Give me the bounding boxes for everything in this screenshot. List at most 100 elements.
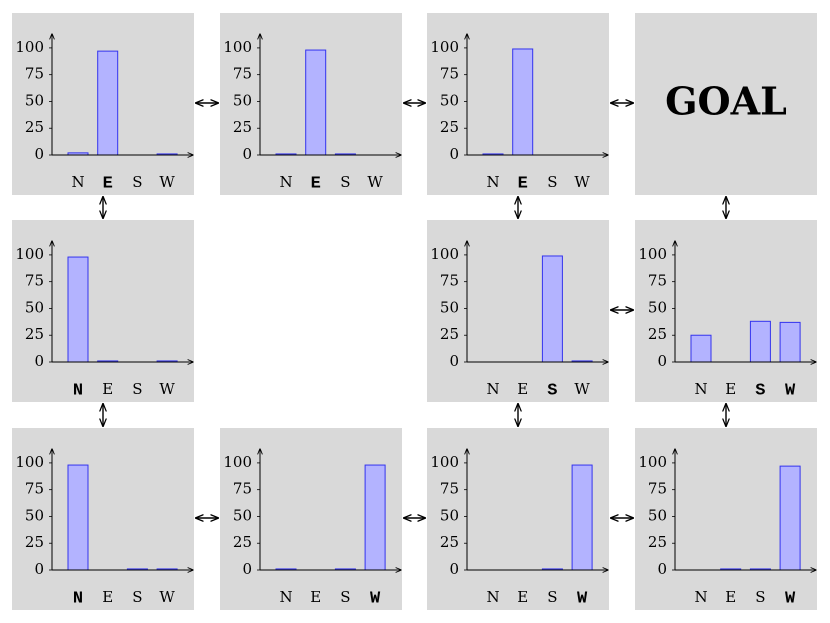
y-tick-label: 50 xyxy=(233,91,252,109)
y-tick-label: 50 xyxy=(25,506,44,524)
y-tick-label: 75 xyxy=(440,272,459,290)
y-tick-label: 25 xyxy=(440,533,459,551)
x-tick-label: W xyxy=(574,173,590,191)
y-tick-label: 75 xyxy=(25,272,44,290)
bar xyxy=(97,50,119,156)
x-tick-label: E xyxy=(725,380,736,398)
y-tick-label: 0 xyxy=(657,352,667,370)
chart-cell xyxy=(427,220,609,402)
x-tick-label: W xyxy=(785,589,796,608)
y-tick-label: 0 xyxy=(449,145,459,163)
bar xyxy=(779,465,801,571)
x-tick-label: N xyxy=(486,588,499,606)
x-tick-label: E xyxy=(103,174,113,193)
y-tick-label: 0 xyxy=(34,560,44,578)
x-tick-label: N xyxy=(694,588,707,606)
bar xyxy=(305,49,327,156)
bar xyxy=(571,464,593,571)
x-tick-label: E xyxy=(310,588,321,606)
y-tick-label: 100 xyxy=(430,453,459,471)
y-tick-label: 25 xyxy=(440,118,459,136)
y-tick-label: 50 xyxy=(648,506,667,524)
y-tick-label: 25 xyxy=(648,533,667,551)
x-tick-label: E xyxy=(311,174,321,193)
y-tick-label: 100 xyxy=(223,38,252,56)
y-tick-label: 0 xyxy=(449,352,459,370)
x-tick-label: S xyxy=(132,173,142,191)
x-tick-label: N xyxy=(486,173,499,191)
x-tick-label: W xyxy=(370,589,381,608)
x-tick-label: S xyxy=(340,173,350,191)
chart: 0 25 50 75 100 N E S W xyxy=(430,34,608,193)
y-tick-label: 75 xyxy=(25,65,44,83)
y-tick-label: 100 xyxy=(223,453,252,471)
goal-cell xyxy=(635,13,817,195)
x-tick-label: E xyxy=(517,588,528,606)
y-tick-label: 0 xyxy=(242,145,252,163)
bar xyxy=(749,320,771,363)
y-tick-label: 25 xyxy=(25,325,44,343)
chart-cell xyxy=(635,220,817,402)
y-tick-label: 0 xyxy=(449,560,459,578)
x-tick-label: N xyxy=(73,381,83,400)
x-tick-label: W xyxy=(159,173,175,191)
x-tick-label: W xyxy=(785,381,796,400)
x-tick-label: S xyxy=(547,588,557,606)
y-tick-label: 75 xyxy=(648,480,667,498)
y-tick-label: 0 xyxy=(34,145,44,163)
x-tick-label: E xyxy=(518,174,528,193)
goal-label: GOAL xyxy=(665,79,787,124)
x-tick-label: E xyxy=(517,380,528,398)
bar xyxy=(67,464,89,571)
x-tick-label: S xyxy=(132,380,142,398)
y-tick-label: 75 xyxy=(25,480,44,498)
y-tick-label: 75 xyxy=(440,65,459,83)
x-tick-label: W xyxy=(577,589,588,608)
y-tick-label: 50 xyxy=(440,91,459,109)
y-tick-label: 50 xyxy=(25,298,44,316)
y-tick-label: 25 xyxy=(25,533,44,551)
bar xyxy=(512,48,534,156)
x-tick-label: S xyxy=(132,588,142,606)
y-tick-label: 75 xyxy=(440,480,459,498)
y-tick-label: 0 xyxy=(657,560,667,578)
y-tick-label: 50 xyxy=(25,91,44,109)
y-tick-label: 0 xyxy=(34,352,44,370)
y-tick-label: 50 xyxy=(233,506,252,524)
x-tick-label: N xyxy=(486,380,499,398)
x-tick-label: S xyxy=(547,173,557,191)
y-tick-label: 25 xyxy=(25,118,44,136)
y-tick-label: 0 xyxy=(242,560,252,578)
y-tick-label: 100 xyxy=(638,453,667,471)
x-tick-label: S xyxy=(547,381,557,400)
x-tick-label: N xyxy=(71,173,84,191)
y-tick-label: 100 xyxy=(430,38,459,56)
y-tick-label: 100 xyxy=(15,245,44,263)
x-tick-label: N xyxy=(694,380,707,398)
x-tick-label: N xyxy=(279,588,292,606)
x-tick-label: S xyxy=(755,588,765,606)
y-tick-label: 100 xyxy=(15,453,44,471)
x-tick-label: S xyxy=(340,588,350,606)
bar xyxy=(541,255,563,363)
x-tick-label: E xyxy=(102,588,113,606)
y-tick-label: 50 xyxy=(648,298,667,316)
y-tick-label: 100 xyxy=(638,245,667,263)
y-tick-label: 50 xyxy=(440,298,459,316)
y-tick-label: 25 xyxy=(648,325,667,343)
bar xyxy=(364,464,386,571)
x-tick-label: S xyxy=(755,381,765,400)
y-tick-label: 75 xyxy=(233,65,252,83)
x-tick-label: W xyxy=(574,380,590,398)
bar xyxy=(67,256,89,363)
y-tick-label: 75 xyxy=(233,480,252,498)
